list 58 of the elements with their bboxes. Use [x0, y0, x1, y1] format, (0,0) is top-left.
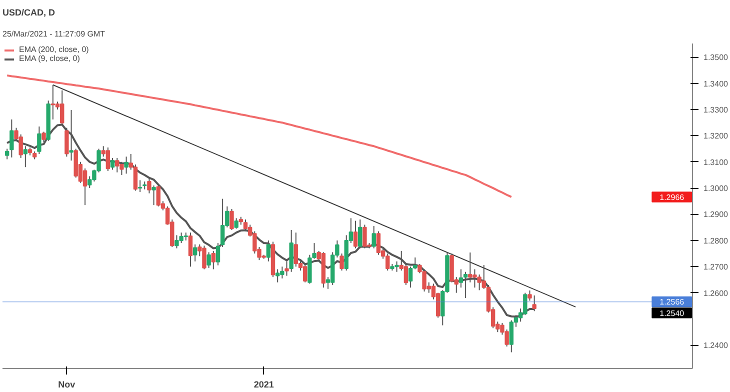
text: 1.2540 — [660, 308, 685, 318]
y-tick-label: 1.3000 — [704, 184, 729, 194]
candlestick — [408, 266, 413, 288]
candlestick — [124, 156, 128, 174]
candlestick — [340, 253, 344, 272]
candlestick — [188, 232, 193, 268]
y-tick-label: 1.2600 — [704, 288, 729, 298]
text: 1.2966 — [660, 192, 685, 202]
candlestick — [372, 226, 376, 249]
candlestick — [353, 220, 358, 249]
candlestick — [463, 271, 468, 299]
candlestick — [216, 242, 220, 266]
candlestick — [234, 218, 238, 230]
candlestick — [528, 290, 532, 302]
candlestick — [50, 84, 56, 120]
candlestick — [284, 260, 289, 276]
candlestick — [138, 180, 142, 192]
x-tick-label: 2021 — [254, 380, 274, 390]
candlestick — [192, 244, 198, 262]
y-tick-label: 1.3100 — [704, 158, 729, 167]
candlestick — [82, 168, 88, 206]
line-series — [6, 74, 512, 198]
y-tick-label: 1.3200 — [704, 132, 729, 141]
candlestick — [106, 146, 110, 172]
candlestick — [404, 264, 408, 286]
legend-label: EMA (9, close, 0) — [19, 54, 80, 63]
candlestick — [4, 148, 10, 160]
y-tick-label: 1.2900 — [704, 210, 729, 220]
y-tick-label: 1.3500 — [704, 53, 729, 62]
candlestick — [458, 268, 464, 288]
candlestick — [147, 177, 152, 194]
candlestick — [509, 320, 514, 353]
candlestick — [64, 127, 69, 158]
candlestick — [358, 218, 362, 249]
chart-title: USD/CAD, D — [2, 8, 56, 18]
candlestick — [206, 252, 211, 268]
candlestick — [110, 157, 115, 170]
candlestick — [243, 218, 248, 232]
candlestick — [266, 240, 271, 262]
candlestick — [211, 250, 216, 270]
candlestick — [133, 164, 138, 192]
candlestick — [42, 131, 46, 143]
y-tick-label: 1.3300 — [704, 105, 729, 114]
y-tick-label: 1.3400 — [704, 79, 729, 88]
candlestick — [302, 264, 308, 283]
y-tick-label: 1.2800 — [704, 236, 729, 246]
candlestick — [230, 208, 234, 230]
candlestick — [37, 126, 42, 155]
candlestick — [23, 146, 28, 168]
y-tick-label: 1.2700 — [704, 262, 729, 272]
ref-line-label: 1.2566 — [660, 298, 685, 307]
x-tick-label: Nov — [58, 380, 76, 390]
candlestick — [294, 232, 298, 268]
y-tick-label: 1.2400 — [704, 341, 729, 350]
text: 25/Mar/2021 - 11:27:09 GMT — [2, 30, 106, 38]
candlestick — [152, 184, 156, 206]
candlestick — [376, 230, 381, 256]
legend-label: EMA (200, close, 0) — [19, 45, 89, 54]
